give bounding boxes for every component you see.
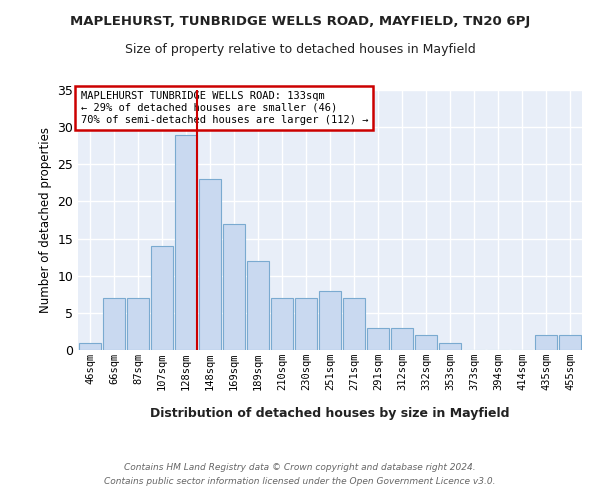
- Bar: [103, 298, 125, 350]
- Text: Distribution of detached houses by size in Mayfield: Distribution of detached houses by size …: [150, 408, 510, 420]
- Text: Size of property relative to detached houses in Mayfield: Size of property relative to detached ho…: [125, 42, 475, 56]
- Text: MAPLEHURST, TUNBRIDGE WELLS ROAD, MAYFIELD, TN20 6PJ: MAPLEHURST, TUNBRIDGE WELLS ROAD, MAYFIE…: [70, 15, 530, 28]
- Bar: [343, 298, 365, 350]
- Text: Contains public sector information licensed under the Open Government Licence v3: Contains public sector information licen…: [104, 478, 496, 486]
- Text: Contains HM Land Registry data © Crown copyright and database right 2024.: Contains HM Land Registry data © Crown c…: [124, 462, 476, 471]
- Bar: [391, 328, 413, 350]
- Text: MAPLEHURST TUNBRIDGE WELLS ROAD: 133sqm
← 29% of detached houses are smaller (46: MAPLEHURST TUNBRIDGE WELLS ROAD: 133sqm …: [80, 92, 368, 124]
- Bar: [175, 134, 197, 350]
- Bar: [127, 298, 149, 350]
- Bar: [199, 179, 221, 350]
- Y-axis label: Number of detached properties: Number of detached properties: [39, 127, 52, 313]
- Bar: [223, 224, 245, 350]
- Bar: [247, 261, 269, 350]
- Bar: [535, 335, 557, 350]
- Bar: [151, 246, 173, 350]
- Bar: [559, 335, 581, 350]
- Bar: [415, 335, 437, 350]
- Bar: [319, 290, 341, 350]
- Bar: [271, 298, 293, 350]
- Bar: [79, 342, 101, 350]
- Bar: [295, 298, 317, 350]
- Bar: [367, 328, 389, 350]
- Bar: [439, 342, 461, 350]
